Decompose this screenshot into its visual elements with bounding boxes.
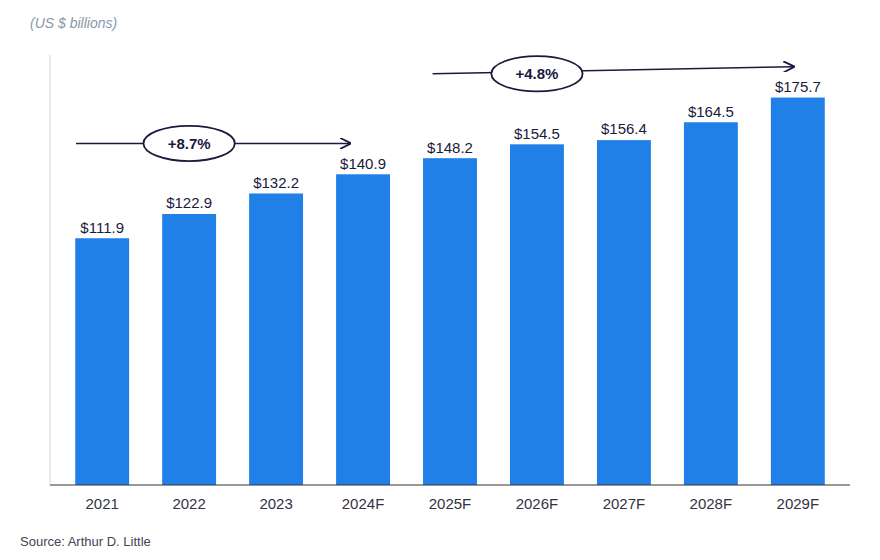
annotation-text: +8.7% (168, 135, 211, 152)
bar (162, 214, 216, 485)
data-label: $154.5 (514, 125, 560, 142)
data-label: $156.4 (601, 120, 647, 137)
x-tick-label: 2028F (690, 495, 733, 512)
bar (75, 238, 129, 485)
data-label: $148.2 (427, 139, 473, 156)
bar (684, 122, 738, 485)
x-tick-label: 2023 (259, 495, 292, 512)
x-tick-label: 2021 (85, 495, 118, 512)
x-tick-label: 2029F (777, 495, 820, 512)
annotation-bubble (491, 56, 582, 91)
annotation-arrow (433, 67, 794, 74)
bar (423, 158, 477, 485)
bar (597, 140, 651, 485)
x-tick-label: 2025F (429, 495, 472, 512)
chart-container: (US $ billions) 2021 2022 2023 2024F 2025F 202… (0, 0, 880, 560)
data-label: $175.7 (775, 78, 821, 95)
x-tick-label: 2027F (603, 495, 646, 512)
data-label: $132.2 (253, 174, 299, 191)
annotation-text: +4.8% (515, 65, 558, 82)
data-label: $164.5 (688, 103, 734, 120)
data-label: $122.9 (166, 194, 212, 211)
annotation-bubble (143, 126, 234, 161)
bar (510, 144, 564, 485)
x-tick-label: 2024F (342, 495, 385, 512)
bar (249, 193, 303, 485)
chart-svg: (US $ billions) 2021 2022 2023 2024F 2025F 202… (0, 0, 880, 560)
data-label: $140.9 (340, 155, 386, 172)
x-tick-label: 2022 (172, 495, 205, 512)
x-axis-line (50, 484, 850, 485)
bars (75, 98, 825, 485)
source-text: Source: Arthur D. Little (20, 534, 151, 549)
subtitle: (US $ billions) (30, 15, 117, 31)
annotations: +8.7% +4.8% (76, 56, 793, 161)
data-label: $111.9 (80, 219, 124, 236)
value-range-line (50, 55, 51, 485)
bar (336, 174, 390, 485)
x-tick-label: 2026F (516, 495, 559, 512)
bar (771, 98, 825, 485)
